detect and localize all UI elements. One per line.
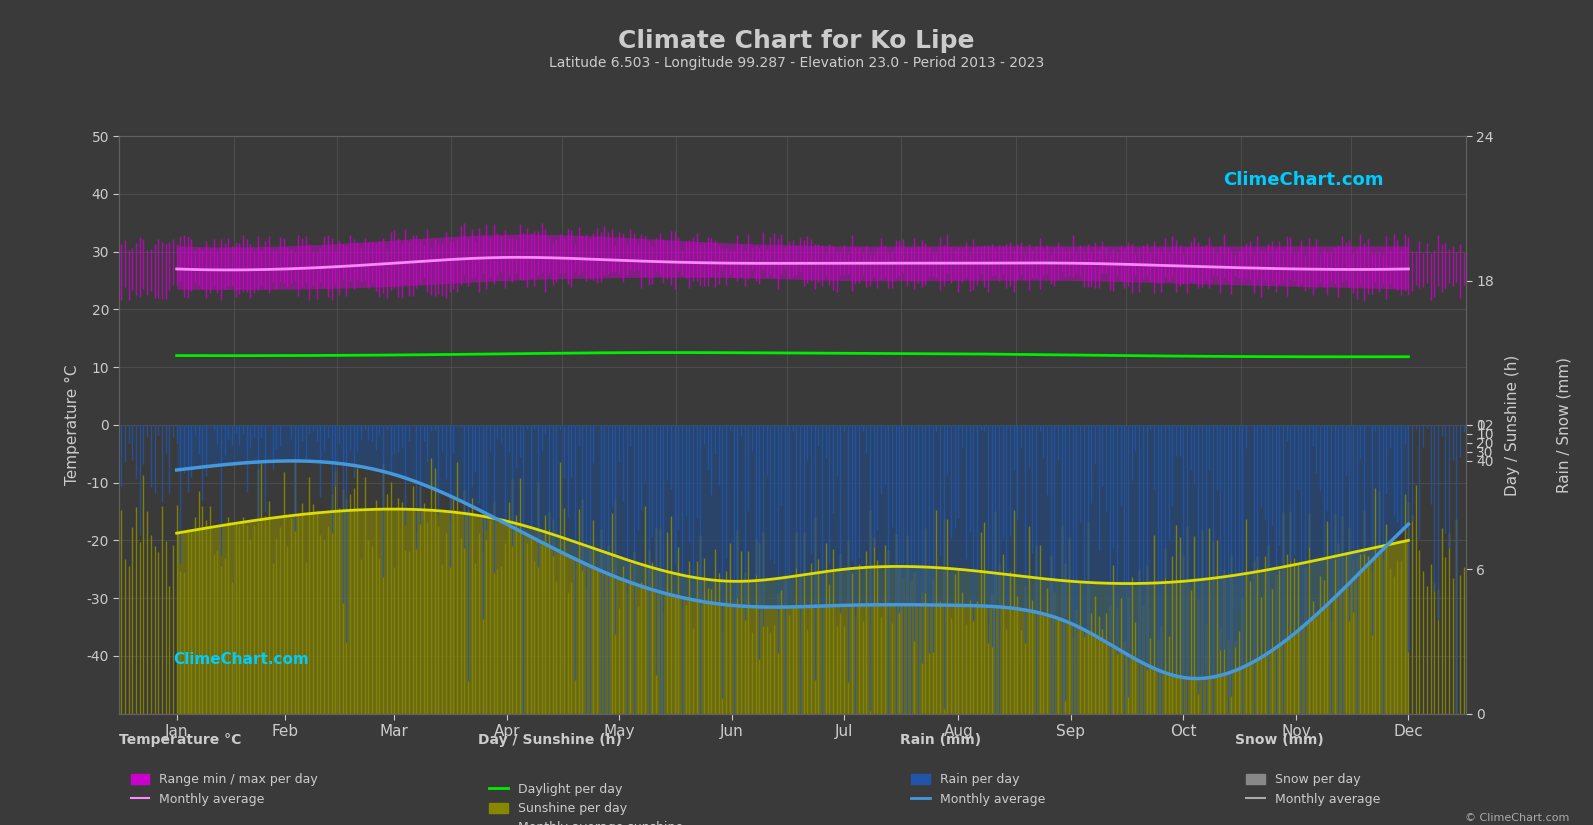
Text: Rain (mm): Rain (mm) xyxy=(900,733,981,747)
Text: Snow (mm): Snow (mm) xyxy=(1235,733,1324,747)
Legend: Snow per day, Monthly average: Snow per day, Monthly average xyxy=(1241,768,1384,810)
Text: ClimeChart.com: ClimeChart.com xyxy=(1223,171,1384,189)
Text: Climate Chart for Ko Lipe: Climate Chart for Ko Lipe xyxy=(618,29,975,53)
Text: Temperature °C: Temperature °C xyxy=(119,733,242,747)
Y-axis label: Rain / Snow (mm): Rain / Snow (mm) xyxy=(1556,357,1571,493)
Y-axis label: Day / Sunshine (h): Day / Sunshine (h) xyxy=(1505,354,1520,496)
Text: © ClimeChart.com: © ClimeChart.com xyxy=(1464,813,1569,823)
Legend: Daylight per day, Sunshine per day, Monthly average sunshine: Daylight per day, Sunshine per day, Mont… xyxy=(484,778,688,825)
Text: Day / Sunshine (h): Day / Sunshine (h) xyxy=(478,733,621,747)
Text: Latitude 6.503 - Longitude 99.287 - Elevation 23.0 - Period 2013 - 2023: Latitude 6.503 - Longitude 99.287 - Elev… xyxy=(550,56,1043,70)
Legend: Range min / max per day, Monthly average: Range min / max per day, Monthly average xyxy=(126,768,323,810)
Y-axis label: Temperature °C: Temperature °C xyxy=(65,365,80,485)
Legend: Rain per day, Monthly average: Rain per day, Monthly average xyxy=(906,768,1050,810)
Text: ClimeChart.com: ClimeChart.com xyxy=(174,653,309,667)
